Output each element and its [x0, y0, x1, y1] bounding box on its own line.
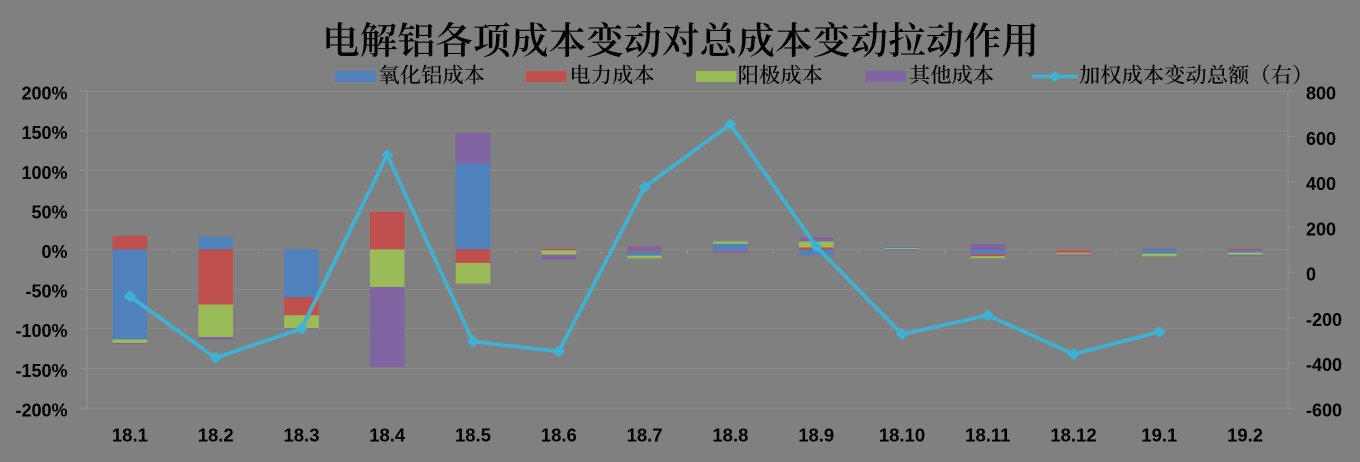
svg-text:-50%: -50% — [25, 282, 67, 302]
svg-text:19.2: 19.2 — [1227, 425, 1263, 446]
svg-text:18.9: 18.9 — [798, 425, 834, 446]
svg-text:-400: -400 — [1306, 355, 1342, 375]
svg-text:600: 600 — [1306, 129, 1336, 149]
svg-text:18.7: 18.7 — [627, 425, 663, 446]
svg-text:18.10: 18.10 — [879, 425, 925, 446]
svg-text:200%: 200% — [21, 84, 67, 104]
svg-text:200: 200 — [1306, 219, 1336, 239]
svg-text:18.4: 18.4 — [369, 425, 406, 446]
svg-text:0%: 0% — [41, 242, 67, 262]
svg-text:18.2: 18.2 — [198, 425, 234, 446]
svg-text:50%: 50% — [31, 202, 67, 222]
svg-text:18.6: 18.6 — [541, 425, 577, 446]
svg-text:18.3: 18.3 — [283, 425, 319, 446]
svg-text:-150%: -150% — [15, 361, 67, 381]
svg-text:400: 400 — [1306, 174, 1336, 194]
svg-text:19.1: 19.1 — [1141, 425, 1177, 446]
svg-text:100%: 100% — [21, 163, 67, 183]
svg-text:18.5: 18.5 — [455, 425, 491, 446]
svg-text:-200: -200 — [1306, 310, 1342, 330]
svg-text:-200%: -200% — [15, 401, 67, 421]
svg-text:150%: 150% — [21, 123, 67, 143]
svg-text:18.8: 18.8 — [712, 425, 748, 446]
svg-text:0: 0 — [1306, 265, 1316, 285]
svg-text:-600: -600 — [1306, 401, 1342, 421]
svg-text:-100%: -100% — [15, 321, 67, 341]
svg-text:18.12: 18.12 — [1050, 425, 1096, 446]
svg-text:18.1: 18.1 — [112, 425, 148, 446]
svg-text:18.11: 18.11 — [965, 425, 1010, 446]
svg-text:800: 800 — [1306, 84, 1336, 104]
